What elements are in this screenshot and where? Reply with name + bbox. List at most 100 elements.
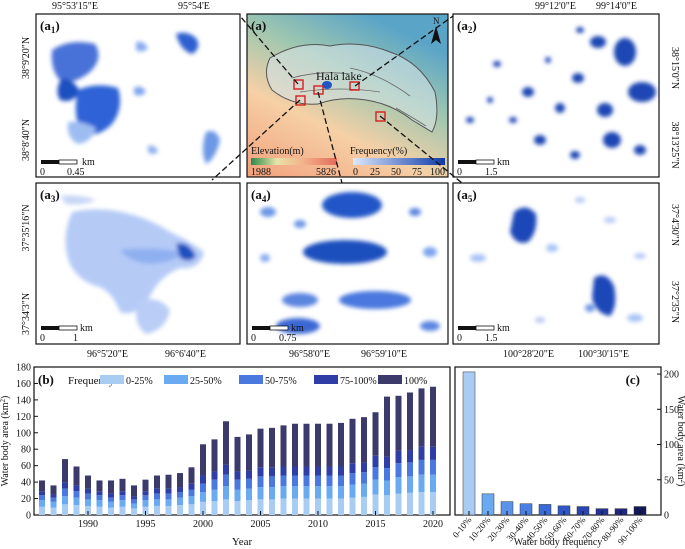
svg-text:1: 1	[73, 333, 78, 344]
bottom-tick-label: 96°59'10"E	[361, 349, 407, 360]
bottom-tick-label: 96°6'40"E	[165, 349, 206, 360]
svg-text:75: 75	[412, 167, 422, 178]
right-tick-label: 38°15'0"N	[669, 47, 680, 89]
svg-text:100: 100	[430, 167, 445, 178]
bar-segment-100%	[200, 444, 206, 476]
legend-swatch	[378, 375, 402, 384]
bar-segment-25-50%	[62, 496, 68, 505]
x-ticks: 1990 1995 2000 2005 2010 2015 2020	[78, 511, 443, 530]
bar-segment-100%	[395, 395, 402, 451]
bar-segment-75-100%	[142, 491, 149, 496]
svg-text:0.45: 0.45	[67, 167, 85, 178]
bar-segment-75-100%	[119, 491, 126, 496]
y-tick-label: 180	[16, 363, 31, 374]
bar-segment-75-100%	[131, 496, 137, 500]
bar-segment-25-50%	[361, 483, 367, 497]
bar-segment-50-75%	[62, 488, 68, 497]
bar-segment-50-75%	[119, 495, 126, 501]
bar-segment-75-100%	[200, 475, 206, 484]
svg-text:0: 0	[353, 167, 358, 178]
bar-segment-100%	[372, 412, 379, 456]
bar-segment-0-25%	[338, 498, 344, 515]
bar-segment-100%	[315, 423, 321, 467]
map-panel-overview: Hala lake N (a) Elevation(m) 1988 5826 F…	[246, 13, 449, 178]
svg-text:25: 25	[370, 167, 380, 178]
bar-segment-0-25%	[361, 496, 367, 515]
bar-segment-25-50%	[430, 474, 436, 492]
bar-segment-50-75%	[338, 475, 344, 487]
left-tick-label: 38°9'20"N	[21, 37, 32, 79]
bar-segment-0-25%	[188, 504, 195, 515]
bar-segment-0-25%	[96, 506, 103, 515]
bar-segment-0-25%	[211, 501, 218, 515]
svg-text:Elevation(m): Elevation(m)	[251, 146, 304, 157]
bar-segment-0-25%	[384, 495, 390, 515]
bar-segment-50-75%	[50, 497, 57, 502]
bar-segment-0-25%	[395, 493, 402, 515]
bar-segment-50-75%	[303, 475, 310, 487]
bar-segment-50-75%	[407, 462, 413, 477]
x-axis-label: Year	[232, 536, 253, 548]
bar-segment-100%	[418, 388, 425, 447]
bar-segment-75-100%	[96, 491, 103, 496]
bar-segment-25-50%	[223, 486, 229, 500]
bar-segment-75-100%	[177, 487, 183, 492]
svg-text:km: km	[291, 323, 304, 334]
plot-frame	[454, 366, 662, 516]
bar-segment-0-25%	[234, 501, 241, 515]
bar-segment-75-100%	[223, 464, 229, 475]
legend-swatch	[314, 375, 338, 384]
bar-segment-75-100%	[407, 450, 413, 463]
bar-segment-100%	[292, 423, 298, 467]
bar-segment-50-75%	[326, 475, 333, 487]
bar-segment-25-50%	[177, 497, 183, 506]
legend-entry: 0-25%	[126, 376, 153, 387]
x-tick-label: 1990	[78, 519, 98, 530]
right-tick-label: 37°2'35"N	[669, 281, 680, 323]
bar-segment-75-100%	[349, 463, 356, 474]
bar-segment-0-25%	[142, 506, 149, 515]
bar-segment-0-25%	[418, 491, 425, 515]
bar-segment-50-75%	[96, 495, 103, 501]
y-tick-label: 60	[21, 461, 31, 472]
bar-segment-75-100%	[39, 491, 45, 496]
bar-segment-25-50%	[39, 500, 45, 507]
legend-entry: 100%	[404, 376, 427, 387]
y-tick-label: 0	[664, 511, 669, 522]
bar-segment-50-75%	[39, 495, 45, 501]
bar-segment-100%	[85, 475, 91, 489]
bar-segment-100%	[50, 485, 57, 495]
y-tick-label: 50	[664, 475, 674, 486]
bar-segment-75-100%	[257, 467, 264, 477]
bar-segment-100%	[62, 459, 68, 483]
bar-segment-25-50%	[349, 484, 356, 498]
chart-b: 0 20 40 60 80 100 120 140 160 180 1990 1995 2000 200…	[0, 363, 451, 548]
bar-segment-50-75%	[395, 463, 402, 478]
svg-text:50: 50	[391, 167, 401, 178]
bar-segment-0-25%	[154, 505, 160, 515]
bar-segment-100%	[303, 423, 310, 467]
svg-text:0: 0	[40, 167, 45, 178]
plot-frame	[33, 366, 451, 516]
bar-segment-25-50%	[50, 501, 57, 508]
bar-segment-25-50%	[326, 486, 333, 499]
bar-segment-50-75%	[108, 497, 114, 502]
scale-bar: km 0 1.5	[457, 157, 510, 178]
panel-label-a2: (a2)	[457, 18, 477, 35]
bar-segment-0-25%	[223, 499, 229, 515]
bar-segment-75-100%	[326, 466, 333, 476]
legend-swatch	[100, 375, 124, 384]
bottom-tick-label: 100°30'15"E	[578, 349, 629, 360]
bottom-tick-label: 96°58'0"E	[289, 349, 330, 360]
svg-text:0: 0	[457, 167, 462, 178]
bar-segment-25-50%	[315, 486, 321, 499]
bottom-tick-label: 96°5'20"E	[87, 349, 128, 360]
bar-segment-25-50%	[131, 503, 137, 509]
map-panel-a1: (a1) 95°53'15"E 95°54'E 38°9'20"N 38°8'4…	[21, 1, 241, 178]
bar-segment-25-50%	[384, 480, 390, 496]
y-axis-label: Water body area (km2)	[675, 396, 685, 487]
bar-segment-75-100%	[395, 450, 402, 464]
bar-segment-0-25%	[280, 498, 287, 515]
scale-bar: km 0 1	[40, 323, 93, 344]
legend-swatch	[164, 375, 188, 384]
